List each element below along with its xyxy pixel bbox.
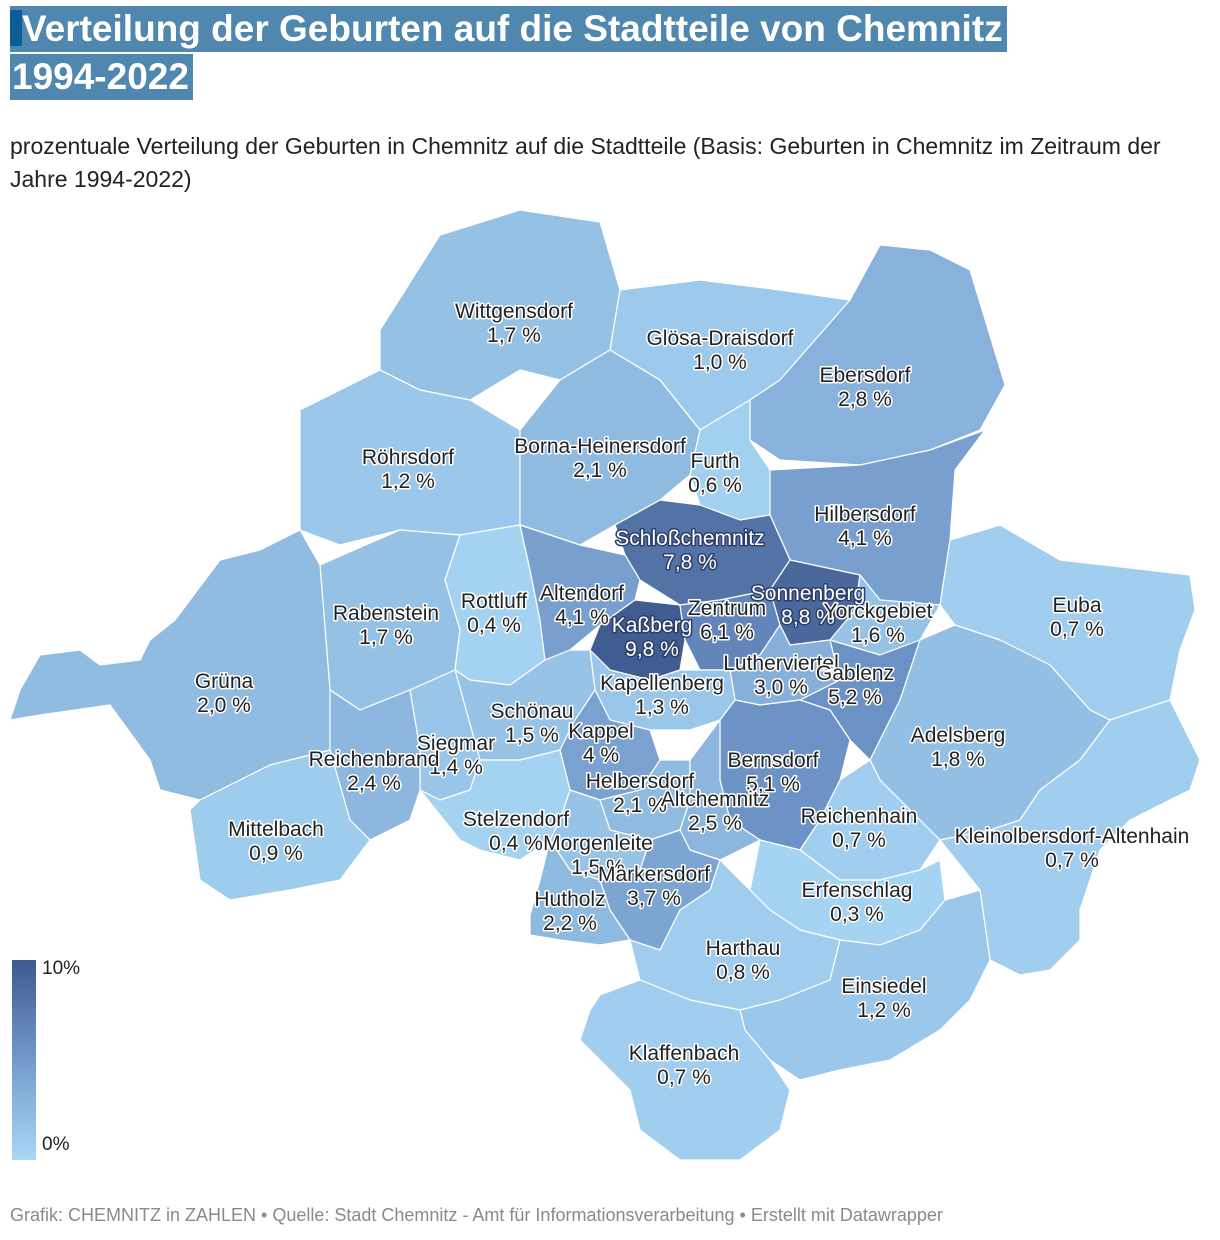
district-value-label: 0,6 % bbox=[688, 474, 742, 497]
legend-max-label: 10% bbox=[42, 958, 81, 979]
district-value-label: 8,8 % bbox=[781, 606, 835, 629]
district-value-label: 3,7 % bbox=[627, 887, 681, 910]
district-value-label: 1,5 % bbox=[505, 724, 559, 747]
color-legend: 10% 0% bbox=[12, 958, 112, 1160]
district-name-label: Hutholz bbox=[534, 888, 605, 911]
district-name-label: Furth bbox=[690, 450, 739, 473]
district-value-label: 6,1 % bbox=[700, 621, 754, 644]
district-name-label: Reichenbrand bbox=[309, 748, 440, 771]
district-value-label: 1,7 % bbox=[487, 324, 541, 347]
district-name-label: Erfenschlag bbox=[802, 879, 913, 902]
district-name-label: Ebersdorf bbox=[819, 364, 910, 387]
district-value-label: 0,7 % bbox=[657, 1066, 711, 1089]
district-value-label: 0,4 % bbox=[489, 832, 543, 855]
district-altchemnitz[interactable] bbox=[679, 719, 761, 861]
district-name-label: Sonnenberg bbox=[751, 582, 865, 605]
district-name-label: Kaßberg bbox=[612, 614, 693, 637]
district-name-label: Helbersdorf bbox=[586, 770, 695, 793]
district-mittelbach[interactable] bbox=[189, 749, 371, 901]
district-name-label: Klaffenbach bbox=[629, 1042, 740, 1065]
district-value-label: 2,4 % bbox=[347, 772, 401, 795]
district-value-label: 0,7 % bbox=[1050, 618, 1104, 641]
district-value-label: 0,7 % bbox=[1045, 849, 1099, 872]
district-name-label: Röhrsdorf bbox=[362, 446, 454, 469]
district-value-label: 1,2 % bbox=[381, 470, 435, 493]
district-value-label: 1,7 % bbox=[359, 626, 413, 649]
district-name-label: Lutherviertel bbox=[723, 652, 839, 675]
district-value-label: 5,2 % bbox=[828, 686, 882, 709]
district-name-label: Kleinolbersdorf-Altenhain bbox=[955, 825, 1190, 848]
district-name-label: Mittelbach bbox=[228, 818, 324, 841]
district-name-label: Adelsberg bbox=[911, 724, 1006, 747]
district-value-label: 1,5 % bbox=[571, 856, 625, 879]
district-name-label: Kapellenberg bbox=[600, 672, 724, 695]
district-name-label: Grüna bbox=[195, 670, 254, 693]
district-name-label: Gablenz bbox=[816, 662, 894, 685]
district-value-label: 3,0 % bbox=[754, 676, 808, 699]
district-value-label: 2,5 % bbox=[688, 812, 742, 835]
district-value-label: 1,2 % bbox=[857, 999, 911, 1022]
district-value-label: 0,3 % bbox=[830, 903, 884, 926]
district-value-label: 2,0 % bbox=[197, 694, 251, 717]
district-name-label: Rottluff bbox=[461, 590, 527, 613]
district-value-label: 2,2 % bbox=[543, 912, 597, 935]
district-einsiedel[interactable] bbox=[739, 889, 991, 1081]
district-name-label: Schönau bbox=[491, 700, 574, 723]
title-line-1: Verteilung der Geburten auf die Stadttei… bbox=[10, 6, 1007, 52]
district-name-label: Hilbersdorf bbox=[814, 503, 916, 526]
chart-title: Verteilung der Geburten auf die Stadttei… bbox=[10, 6, 1150, 100]
district-value-label: 9,8 % bbox=[625, 638, 679, 661]
district-value-label: 0,9 % bbox=[249, 842, 303, 865]
district-name-label: Reichenhain bbox=[801, 805, 918, 828]
district-name-label: Altendorf bbox=[540, 582, 624, 605]
district-value-label: 4,1 % bbox=[838, 527, 892, 550]
district-value-label: 1,4 % bbox=[429, 756, 483, 779]
district-value-label: 1,6 % bbox=[851, 624, 905, 647]
district-name-label: Borna-Heinersdorf bbox=[514, 435, 686, 458]
district-value-label: 1,3 % bbox=[635, 696, 689, 719]
district-value-label: 5,1 % bbox=[746, 773, 800, 796]
district-name-label: Yorckgebiet bbox=[824, 600, 933, 623]
district-value-label: 2,1 % bbox=[613, 794, 667, 817]
district-name-label: Einsiedel bbox=[841, 975, 926, 998]
title-line-2: 1994-2022 bbox=[10, 54, 193, 100]
district-value-label: 1,0 % bbox=[693, 351, 747, 374]
district-name-label: Siegmar bbox=[417, 732, 495, 755]
district-value-label: 1,8 % bbox=[931, 748, 985, 771]
legend-gradient-bar bbox=[12, 960, 36, 1160]
district-name-label: Wittgensdorf bbox=[455, 300, 573, 323]
district-name-label: Bernsdorf bbox=[727, 749, 818, 772]
chart-subtitle: prozentuale Verteilung der Geburten in C… bbox=[10, 133, 1161, 192]
district-name-label: Markersdorf bbox=[598, 863, 710, 886]
district-name-label: Stelzendorf bbox=[463, 808, 569, 831]
source-footer: Grafik: CHEMNITZ in ZAHLEN • Quelle: Sta… bbox=[10, 1205, 943, 1225]
district-name-label: Schloßchemnitz bbox=[615, 527, 764, 550]
district-kleinolbersdorf-altenhain[interactable] bbox=[939, 699, 1201, 976]
district-name-label: Rabenstein bbox=[333, 602, 439, 625]
district-value-label: 0,7 % bbox=[832, 829, 886, 852]
district-name-label: Altchemnitz bbox=[661, 788, 770, 811]
district-value-label: 4,1 % bbox=[555, 606, 609, 629]
district-value-label: 4 % bbox=[583, 744, 619, 767]
legend-min-label: 0% bbox=[42, 1134, 70, 1155]
district-name-label: Zentrum bbox=[688, 597, 766, 620]
district-klaffenbach[interactable] bbox=[579, 979, 791, 1161]
district-name-label: Glösa-Draisdorf bbox=[646, 327, 793, 350]
district-value-label: 0,4 % bbox=[467, 614, 521, 637]
district-shapes bbox=[9, 209, 1201, 1161]
district-value-label: 0,8 % bbox=[716, 961, 770, 984]
district-value-label: 2,8 % bbox=[838, 388, 892, 411]
district-value-label: 2,1 % bbox=[573, 459, 627, 482]
district-name-label: Morgenleite bbox=[543, 832, 653, 855]
district-value-label: 7,8 % bbox=[663, 551, 717, 574]
district-name-label: Harthau bbox=[706, 937, 781, 960]
district-name-label: Kappel bbox=[568, 720, 633, 743]
district-name-label: Euba bbox=[1052, 594, 1101, 617]
